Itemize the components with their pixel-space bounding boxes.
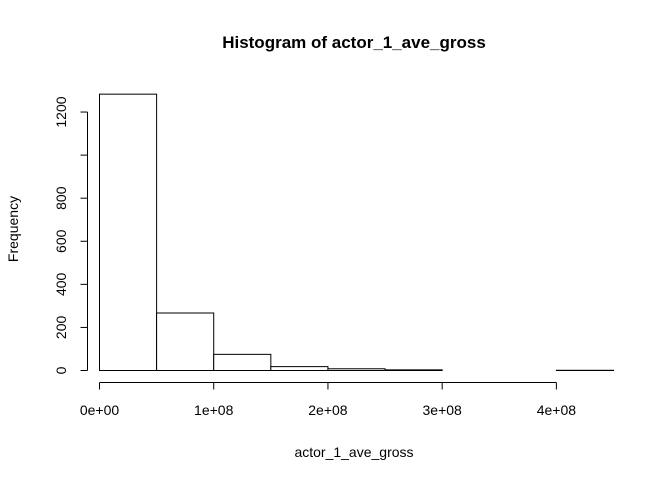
y-tick-label-1: 200 [53, 316, 69, 340]
histogram-bar-0 [99, 93, 158, 372]
y-tick-label-0: 0 [53, 366, 69, 374]
x-tick-label-0: 0e+00 [80, 402, 120, 418]
y-tick-label-3: 600 [53, 229, 69, 253]
histogram-bar-1 [156, 312, 215, 371]
y-tick-label-4: 800 [53, 186, 69, 210]
histogram-bar-5 [384, 369, 443, 372]
x-tick-label-4: 4e+08 [537, 402, 577, 418]
y-tick-label-2: 400 [53, 272, 69, 296]
y-tick-label-6: 1200 [53, 96, 69, 127]
y-axis-label: Frequency [5, 196, 21, 262]
histogram-bar-3 [270, 366, 329, 372]
histogram-bar-2 [213, 353, 272, 372]
x-axis-label: actor_1_ave_gross [294, 444, 413, 460]
y-axis: 0 200 400 600 800 1200 [53, 96, 88, 374]
x-tick-label-3: 3e+08 [423, 402, 463, 418]
chart-title: Histogram of actor_1_ave_gross [222, 33, 486, 52]
x-tick-label-1: 1e+08 [194, 402, 234, 418]
histogram-bar-4 [327, 368, 386, 371]
x-axis: 0e+00 1e+08 2e+08 3e+08 4e+08 [80, 382, 577, 418]
bars-group [99, 93, 615, 372]
x-tick-label-2: 2e+08 [308, 402, 348, 418]
